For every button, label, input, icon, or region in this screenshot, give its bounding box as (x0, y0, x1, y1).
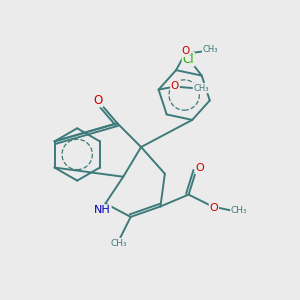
Text: O: O (195, 164, 204, 173)
Text: O: O (171, 81, 179, 91)
Text: CH₃: CH₃ (202, 45, 218, 54)
Text: CH₃: CH₃ (231, 206, 247, 215)
Text: O: O (93, 94, 103, 106)
Text: CH₃: CH₃ (110, 238, 127, 247)
Text: O: O (209, 203, 218, 213)
Text: Cl: Cl (182, 53, 194, 66)
Text: CH₃: CH₃ (193, 84, 209, 93)
Text: NH: NH (94, 205, 111, 215)
Text: O: O (181, 46, 189, 56)
